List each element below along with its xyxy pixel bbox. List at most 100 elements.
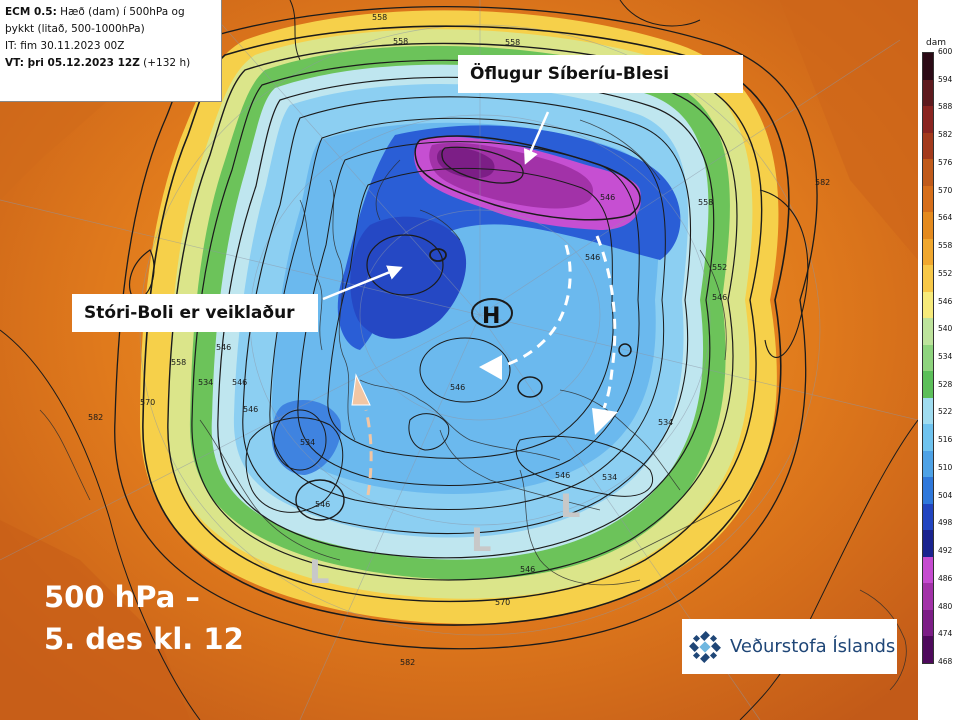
colorbar-segment [923,344,933,372]
contour-label: 546 [450,383,465,392]
colorbar-tick-label: 540 [938,324,953,334]
contour-label: 546 [600,193,615,202]
contour-label: 582 [88,413,103,422]
colorbar-segment [923,291,933,319]
colorbar-segment [923,212,933,240]
colorbar-tick-label: 468 [938,657,953,666]
pointer-arrow-boli [322,265,403,301]
vedurstofa-logo-text: Veðurstofa Íslands [730,636,896,657]
flow-arrow-siberia-south [595,235,617,409]
caption-date: 5. des kl. 12 [44,622,244,656]
info-line-3: IT: fim 30.11.2023 00Z [5,40,125,52]
flow-arrow-atlantic-north [364,409,373,496]
colorbar-tick-label: 600 [938,47,953,56]
info-valid-time: VT: þri 05.12.2023 12Z [5,57,140,69]
warm-corner-sw [0,520,190,720]
contour-label: 546 [243,405,258,414]
colorbar-segment [923,450,933,478]
info-lead-time: (+132 h) [139,57,191,69]
colorbar-segment [923,609,933,637]
colorbar-segment [923,159,933,187]
colorbar-segment [923,185,933,213]
colorbar-segment [923,636,933,664]
colorbar-segment [923,238,933,266]
contour-label: 558 [372,13,387,22]
contour-label: 534 [658,418,673,427]
info-line-1: ECM 0.5: Hæð (dam) í 500hPa og [5,4,216,21]
info-line-4: VT: þri 05.12.2023 12Z (+132 h) [5,55,216,72]
colorbar-segment [923,424,933,452]
contour-label: 546 [520,565,535,574]
contour-label: 552 [712,263,727,272]
colorbar-tick-label: 534 [938,352,953,361]
low-pressure-symbol-west: L [309,553,329,591]
colorbar-tick-label: 564 [938,213,953,223]
stori-boli-vortex [350,216,467,339]
flow-arrow-siberia-to-pole [499,244,572,369]
info-model: ECM 0.5: [5,6,57,18]
colorbar-tick-label: 480 [938,601,953,611]
pointer-arrow-siberia [523,111,550,165]
colorbar-tick-label: 546 [938,296,953,306]
contour-label: 582 [815,178,830,187]
contour-label: 570 [140,398,155,407]
colorbar-unit: dam [926,38,946,48]
colorbar-tick-label: 510 [938,462,953,472]
geopotential-map: 558 558 546 546 534 558 570 582 552 546 … [0,0,918,720]
forecast-info-box: ECM 0.5: Hæð (dam) í 500hPa og þykkt (li… [0,0,222,102]
vedurstofa-logo: Veðurstofa Íslands [682,619,897,674]
low-pressure-symbol-central: L [471,521,491,559]
contour-label: 546 [216,343,231,352]
contour-label: 534 [602,473,617,482]
colorbar-tick-label: 498 [938,518,953,528]
contour-label: 534 [198,378,213,387]
contour-label: 534 [300,438,315,447]
colorbar-segment [923,371,933,399]
high-pressure-symbol: H [482,304,500,329]
colorbar-tick-label: 588 [938,102,953,112]
colorbar-tick-label: 552 [938,268,953,278]
colorbar-tick-label: 576 [938,157,953,167]
contour-label: 558 [698,198,713,207]
low-pressure-symbol-east: L [560,487,580,525]
colorbar-tick-label: 516 [938,435,953,445]
contour-label: 546 [555,471,570,480]
warm-corner-ne [780,0,918,260]
flow-arrow-head-3 [351,373,371,406]
thickness-colorbar: dam 600 594 588 582 576 570 564 558 552 546 540 534… [918,0,960,720]
flow-arrow-head-1 [479,355,502,380]
colorbar-segment [923,265,933,293]
colorbar-tick-label: 528 [938,379,953,389]
vedurstofa-logo-icon [689,630,721,663]
contour-label: 558 [505,38,520,47]
colorbar-segment [923,477,933,505]
colorbar-segment [923,397,933,425]
colorbar-segment [923,503,933,531]
colorbar-tick-label: 522 [938,407,953,417]
colorbar-bar [922,52,934,664]
flow-arrow-head-2 [592,408,618,435]
contour-label: 570 [495,598,510,607]
colorbar-segment [923,132,933,160]
colorbar-segment [923,583,933,611]
colorbar-tick-label: 474 [938,629,953,639]
colorbar-tick-label: 570 [938,185,953,195]
info-field: Hæð (dam) í 500hPa og [56,6,185,18]
info-line-2: þykkt (litað, 500-1000hPa) [5,23,145,35]
callout-stori-boli: Stóri-Boli er veiklaður [72,294,318,332]
colorbar-segment [923,318,933,346]
contour-label: 546 [232,378,247,387]
colorbar-tick-label: 486 [938,573,953,583]
colorbar-tick-label: 504 [938,490,953,500]
colorbar-segment [923,53,933,81]
colorbar-segment [923,79,933,107]
contour-label: 546 [585,253,600,262]
colorbar-segment [923,106,933,134]
contour-label: 558 [171,358,186,367]
colorbar-tick-label: 594 [938,74,953,84]
contour-label: 546 [315,500,330,509]
colorbar-segment [923,530,933,558]
colorbar-tick-label: 582 [938,130,953,140]
contour-label: 558 [393,37,408,46]
caption-level: 500 hPa – [44,580,200,614]
